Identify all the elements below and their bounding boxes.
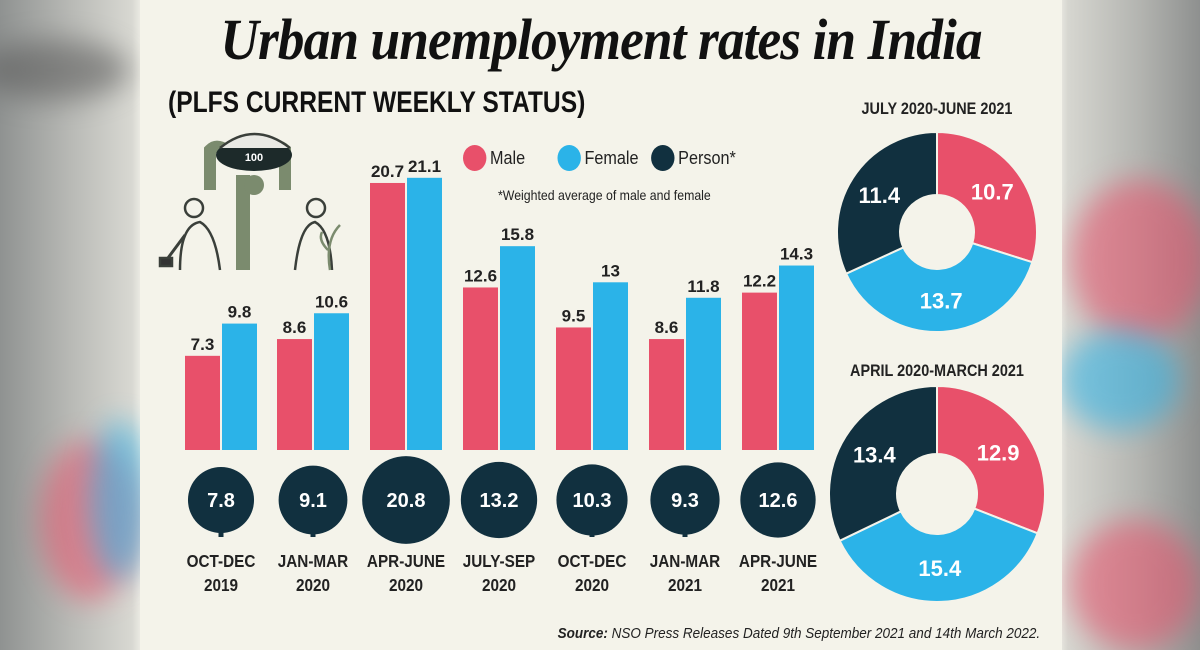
category-label: OCT-DEC	[187, 551, 256, 571]
person-bubble	[187, 466, 255, 534]
male-bar	[649, 339, 684, 450]
category-label: 2021	[668, 575, 702, 595]
footnote: *Weighted average of male and female	[498, 187, 711, 203]
legend-item-male: Male	[463, 145, 525, 171]
person-swatch	[651, 145, 675, 171]
person-bubble	[278, 465, 348, 535]
male-bar	[742, 292, 777, 450]
male-value-label: 20.7	[371, 162, 404, 181]
female-value-label: 15.8	[501, 225, 534, 244]
female-bar	[222, 323, 257, 450]
person-bubble	[362, 456, 450, 544]
female-bar	[500, 246, 535, 450]
category-label: JAN-MAR	[278, 551, 348, 571]
male-bar	[463, 287, 498, 450]
person-stem-dot	[310, 532, 316, 537]
person-value-label: 10.3	[573, 490, 612, 512]
slice-value-label: 15.4	[918, 556, 962, 581]
person-value-label: 9.3	[671, 490, 699, 512]
legend-label: Female	[584, 147, 639, 168]
person-bubble	[460, 461, 538, 539]
chart-title: Urban unemployment rates in India	[220, 7, 982, 72]
legend: Male Female Person*	[463, 145, 736, 171]
female-value-label: 21.1	[408, 157, 441, 176]
category-label: 2020	[575, 575, 609, 595]
category-label: 2021	[761, 575, 795, 595]
chart-subtitle: (PLFS CURRENT WEEKLY STATUS)	[168, 86, 586, 119]
female-value-label: 10.6	[315, 292, 348, 311]
person-bubble	[650, 465, 720, 535]
person-value-label: 9.1	[299, 490, 327, 512]
person-slice	[836, 130, 938, 276]
male-value-label: 8.6	[655, 318, 679, 337]
source-text: NSO Press Releases Dated 9th September 2…	[611, 625, 1040, 642]
female-value-label: 9.8	[228, 303, 252, 322]
female-swatch	[557, 145, 581, 171]
person-slice	[828, 384, 938, 543]
slice-value-label: 13.7	[920, 288, 963, 313]
female-value-label: 11.8	[687, 277, 719, 296]
illustration-badge: 100	[245, 152, 263, 164]
person-bubble	[740, 462, 816, 538]
male-bar	[370, 182, 405, 450]
female-value-label: 13	[601, 261, 620, 280]
slice-value-label: 13.4	[853, 443, 897, 468]
bar-chart: 7.3 9.8 7.8 OCT-DEC 2019 8.6 10.6 9.1 JAN-MAR 202…	[185, 157, 817, 595]
person-value-label: 12.6	[759, 490, 798, 512]
category-label: APR-JUNE	[739, 551, 817, 571]
category-label: APR-JUNE	[367, 551, 445, 571]
male-value-label: 12.6	[464, 266, 497, 285]
slice-value-label: 10.7	[971, 180, 1014, 205]
category-label: JAN-MAR	[650, 551, 720, 571]
female-bar	[686, 297, 721, 450]
category-label: JULY-SEP	[463, 551, 536, 571]
male-value-label: 8.6	[283, 318, 307, 337]
donut-chart: APRIL 2020-MARCH 2021 12.9 15.4 13.4	[828, 362, 1046, 604]
donut-title: JULY 2020-JUNE 2021	[862, 100, 1013, 118]
source-label: Source:	[557, 625, 608, 642]
slice-value-label: 11.4	[859, 183, 901, 208]
female-bar	[593, 282, 628, 450]
legend-label: Male	[490, 147, 526, 168]
male-swatch	[463, 145, 487, 171]
female-bar	[779, 265, 814, 450]
background-blur	[1070, 520, 1200, 650]
male-bar	[277, 339, 312, 450]
category-label: 2020	[482, 575, 516, 595]
source-line: Source: NSO Press Releases Dated 9th Sep…	[557, 625, 1040, 642]
male-bar	[556, 327, 591, 450]
category-label: OCT-DEC	[558, 551, 627, 571]
background-blur	[0, 40, 130, 100]
person-value-label: 20.8	[387, 490, 426, 512]
male-bar	[185, 355, 220, 450]
male-slice	[936, 384, 1046, 535]
female-slice	[838, 507, 1039, 604]
worker-illustration-icon	[158, 132, 341, 271]
slice-value-label: 12.9	[977, 440, 1020, 465]
category-label: 2020	[296, 575, 330, 595]
male-value-label: 9.5	[562, 306, 586, 325]
legend-item-female: Female	[557, 145, 639, 171]
person-stem-dot	[218, 532, 224, 537]
female-value-label: 14.3	[780, 245, 813, 264]
donut-title: APRIL 2020-MARCH 2021	[850, 362, 1024, 380]
person-bubble	[556, 464, 628, 536]
female-slice	[844, 241, 1034, 333]
person-value-label: 13.2	[480, 490, 519, 512]
legend-item-person: Person*	[651, 145, 736, 171]
male-slice	[936, 130, 1038, 264]
background-blur	[1070, 180, 1200, 340]
donut-chart: JULY 2020-JUNE 2021 10.7 13.7 11.4	[836, 100, 1038, 333]
female-bar	[314, 313, 349, 450]
female-bar	[407, 177, 442, 450]
male-value-label: 12.2	[743, 272, 776, 291]
male-value-label: 7.3	[191, 335, 215, 354]
category-label: 2019	[204, 575, 238, 595]
category-label: 2020	[389, 575, 423, 595]
person-value-label: 7.8	[207, 490, 235, 512]
background-blur	[1060, 330, 1180, 430]
legend-label: Person*	[678, 147, 736, 168]
